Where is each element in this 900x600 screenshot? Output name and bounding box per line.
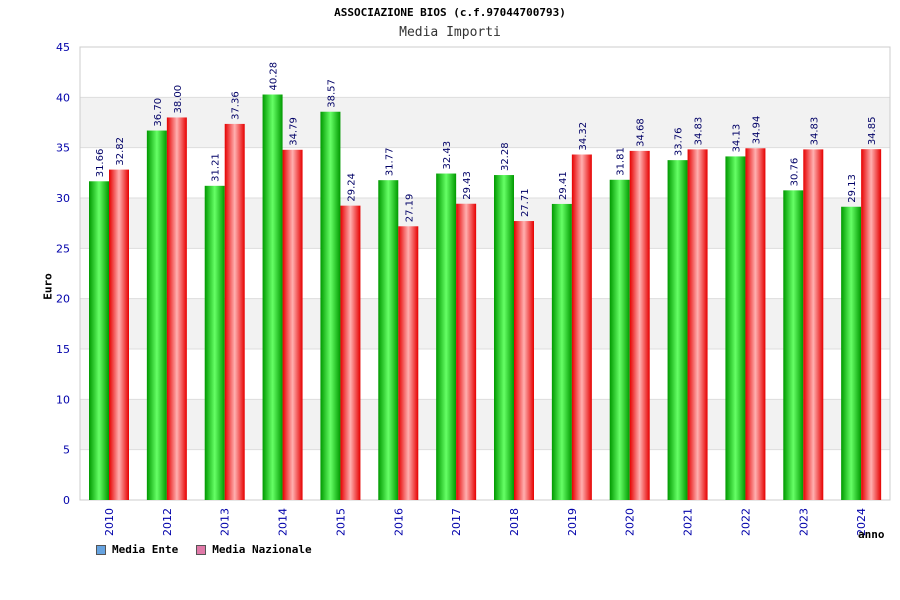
y-axis-label: Euro xyxy=(41,273,55,300)
bar-media-ente xyxy=(609,179,630,500)
bar-media-nazionale xyxy=(745,148,766,500)
y-tick-label: 30 xyxy=(56,192,70,205)
bar-media-nazionale xyxy=(282,149,303,500)
bar-value-label: 31.21 xyxy=(211,153,222,182)
bar-value-label: 34.79 xyxy=(289,117,300,146)
y-tick-label: 10 xyxy=(56,393,70,406)
bar-media-ente xyxy=(89,181,109,500)
bar-value-label: 32.82 xyxy=(115,137,126,166)
bar-media-nazionale xyxy=(166,117,187,500)
grid-band xyxy=(80,97,890,148)
bar-value-label: 31.66 xyxy=(95,149,106,178)
bar-media-nazionale xyxy=(398,226,419,500)
bar-value-label: 29.13 xyxy=(847,174,858,203)
y-tick-label: 20 xyxy=(56,293,70,306)
bar-media-ente xyxy=(783,190,804,500)
y-tick-label: 5 xyxy=(63,444,70,457)
x-tick-label: 2014 xyxy=(277,508,290,536)
bar-media-nazionale xyxy=(224,123,245,500)
x-tick-label: 2020 xyxy=(624,508,637,536)
bar-media-ente xyxy=(725,156,746,500)
bar-media-ente xyxy=(204,185,225,500)
bar-media-nazionale xyxy=(340,205,361,500)
bar-value-label: 30.76 xyxy=(789,158,800,187)
bar-value-label: 34.83 xyxy=(694,117,705,146)
legend-label-ente: Media Ente xyxy=(112,543,179,556)
x-tick-label: 2019 xyxy=(566,508,579,536)
y-tick-label: 45 xyxy=(56,41,70,54)
y-tick-label: 40 xyxy=(56,91,70,104)
bar-media-ente xyxy=(378,180,399,500)
bar-media-ente xyxy=(667,160,688,500)
bar-value-label: 27.71 xyxy=(520,188,531,217)
bar-media-nazionale xyxy=(861,149,882,500)
grid-band xyxy=(80,198,890,249)
bar-media-nazionale xyxy=(687,149,708,501)
bar-value-label: 36.70 xyxy=(153,98,164,127)
x-tick-label: 2023 xyxy=(797,508,810,536)
bar-value-label: 38.57 xyxy=(326,79,337,108)
bar-value-label: 32.28 xyxy=(500,142,511,171)
bar-value-label: 34.94 xyxy=(751,116,762,145)
bar-media-nazionale xyxy=(629,150,650,500)
bar-media-ente xyxy=(841,206,862,500)
bar-media-nazionale xyxy=(571,154,592,500)
legend-item-ente: Media Ente xyxy=(96,543,178,556)
x-tick-label: 2018 xyxy=(508,508,521,536)
legend: Media Ente Media Nazionale xyxy=(96,543,312,556)
y-tick-label: 15 xyxy=(56,343,70,356)
bar-value-label: 29.43 xyxy=(462,171,473,200)
grid-band xyxy=(80,399,890,450)
bar-value-label: 32.43 xyxy=(442,141,453,170)
x-tick-label: 2017 xyxy=(450,508,463,536)
y-tick-label: 0 xyxy=(63,494,70,507)
bar-media-nazionale xyxy=(456,203,477,500)
y-tick-label: 25 xyxy=(56,242,70,255)
x-tick-label: 2013 xyxy=(219,508,232,536)
bar-value-label: 34.83 xyxy=(809,117,820,146)
bar-value-label: 34.85 xyxy=(867,117,878,146)
legend-swatch-nazionale xyxy=(196,544,207,555)
x-tick-label: 2021 xyxy=(682,508,695,536)
bar-media-nazionale xyxy=(514,221,534,500)
bar-value-label: 34.13 xyxy=(731,124,742,153)
bar-value-label: 31.81 xyxy=(616,147,627,176)
bar-value-label: 40.28 xyxy=(269,62,280,91)
y-tick-label: 35 xyxy=(56,142,70,155)
bar-value-label: 38.00 xyxy=(173,85,184,114)
legend-label-nazionale: Media Nazionale xyxy=(212,543,312,556)
bar-value-label: 34.32 xyxy=(578,122,589,151)
x-tick-label: 2016 xyxy=(392,508,405,536)
bar-media-nazionale xyxy=(803,149,824,501)
legend-item-nazionale: Media Nazionale xyxy=(196,543,312,556)
bar-media-ente xyxy=(436,173,457,500)
bar-media-nazionale xyxy=(109,169,129,500)
bar-value-label: 33.76 xyxy=(674,128,685,157)
grid-band xyxy=(80,298,890,349)
bar-value-label: 27.19 xyxy=(404,194,415,223)
bar-media-ente xyxy=(320,111,341,500)
bar-media-ente xyxy=(551,203,572,500)
bar-media-ente xyxy=(262,94,283,501)
bar-value-label: 29.24 xyxy=(346,173,357,202)
x-tick-label: 2022 xyxy=(739,508,752,536)
bar-media-ente xyxy=(146,130,167,500)
bar-value-label: 34.68 xyxy=(636,118,647,147)
chart-title: ASSOCIAZIONE BIOS (c.f.97044700793) xyxy=(334,6,566,19)
x-tick-label: 2010 xyxy=(103,508,116,536)
bar-value-label: 37.36 xyxy=(231,91,242,120)
bar-value-label: 29.41 xyxy=(558,171,569,200)
x-tick-label: 2012 xyxy=(161,508,174,536)
x-tick-label: 2024 xyxy=(855,508,868,536)
bar-media-ente xyxy=(494,175,514,500)
x-axis-label: anno xyxy=(858,528,885,541)
chart-subtitle: Media Importi xyxy=(399,25,501,40)
bar-value-label: 31.77 xyxy=(384,148,395,177)
legend-swatch-ente xyxy=(96,544,106,555)
x-tick-label: 2015 xyxy=(334,508,347,536)
